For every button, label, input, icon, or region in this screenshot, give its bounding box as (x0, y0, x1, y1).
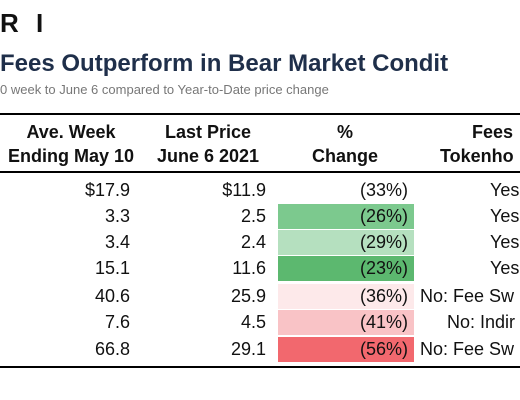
cell-last-price: 29.1 (230, 339, 266, 359)
cell-avg-week: 7.6 (104, 312, 130, 332)
header-pct-change-line1: % (336, 122, 353, 142)
header-avg-week-line2: Ending May 10 (7, 146, 134, 166)
cell-fees: Yes (490, 180, 520, 200)
cell-pct-change: (23%) (278, 256, 414, 281)
header-rule (0, 171, 520, 173)
cell-fees: Yes (490, 206, 520, 226)
bottom-rule (0, 366, 520, 368)
cell-avg-week: 66.8 (94, 339, 130, 359)
header-last-price: Last Price June 6 2021 (150, 120, 266, 168)
cell-last-price: $11.9 (222, 180, 266, 200)
cell-pct-change: (41%) (278, 310, 414, 335)
cell-fees: No: Fee Sw (420, 339, 515, 359)
cell-pct-change: (29%) (278, 230, 414, 255)
cell-fees: No: Indir (447, 312, 516, 332)
header-avg-week-line1: Ave. Week (26, 122, 116, 142)
table-subtitle: 0 week to June 6 compared to Year-to-Dat… (0, 82, 329, 97)
cell-avg-week: 15.1 (94, 258, 130, 278)
cell-avg-week: 3.4 (104, 232, 130, 252)
cell-pct-change: (33%) (278, 178, 414, 203)
cell-last-price: 2.4 (240, 232, 266, 252)
cell-fees: Yes (490, 258, 520, 278)
header-fees-line2: Tokenho (440, 146, 514, 166)
cell-last-price: 2.5 (240, 206, 266, 226)
top-rule (0, 113, 520, 115)
cell-avg-week: 40.6 (94, 286, 130, 306)
cell-avg-week: $17.9 (84, 180, 130, 200)
cell-pct-change: (56%) (278, 337, 414, 362)
cell-avg-week: 3.3 (104, 206, 130, 226)
header-fees: Fees Tokenho (440, 120, 514, 168)
header-last-price-line2: June 6 2021 (156, 146, 260, 166)
brand-logo: R I (0, 8, 49, 38)
header-last-price-line1: Last Price (164, 122, 252, 142)
header-pct-change: % Change (300, 120, 390, 168)
cell-last-price: 25.9 (230, 286, 266, 306)
cell-last-price: 4.5 (240, 312, 266, 332)
header-fees-line1: Fees (472, 122, 514, 142)
cell-pct-change: (26%) (278, 204, 414, 229)
cell-last-price: 11.6 (232, 258, 266, 278)
header-pct-change-line2: Change (311, 146, 378, 166)
header-avg-week: Ave. Week Ending May 10 (8, 120, 134, 168)
cell-pct-change: (36%) (278, 284, 414, 309)
cell-fees: No: Fee Sw (420, 286, 515, 306)
table-title: Fees Outperform in Bear Market Condit (0, 50, 449, 77)
cell-fees: Yes (490, 232, 520, 252)
